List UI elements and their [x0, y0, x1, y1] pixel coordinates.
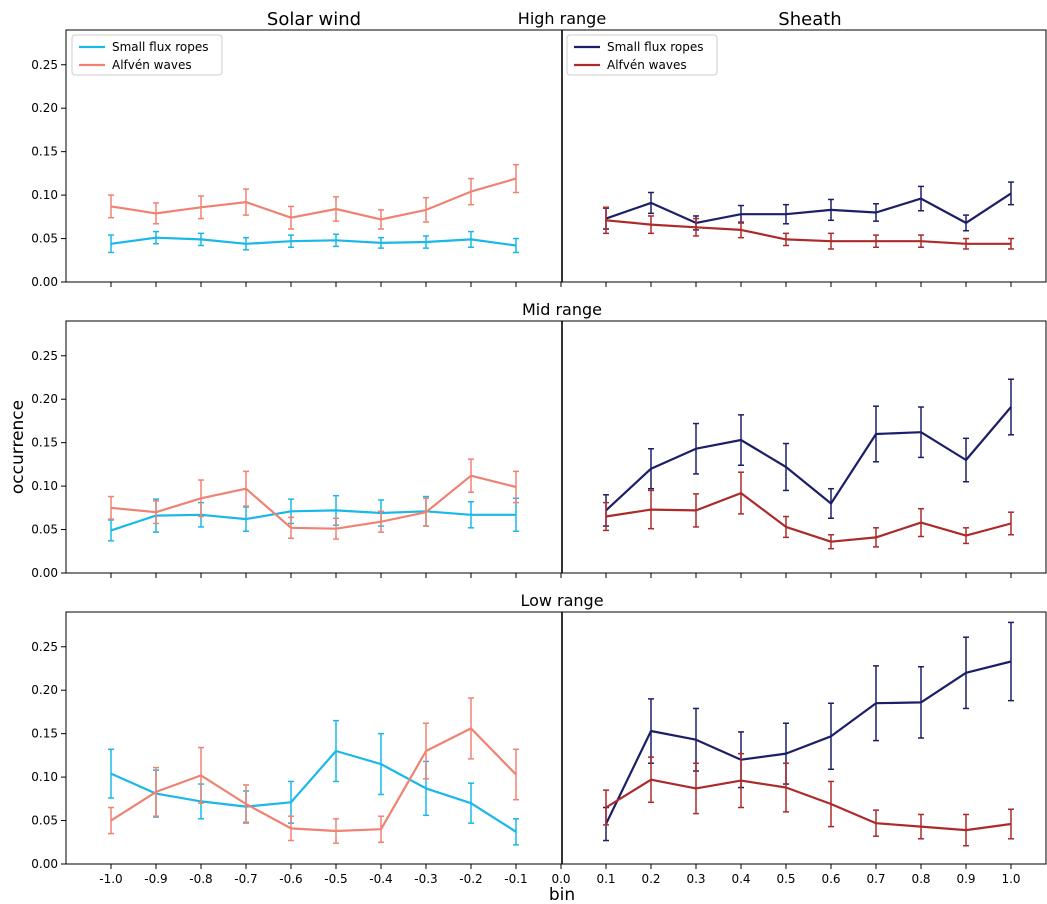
x-tick-label: -0.2	[459, 872, 482, 886]
panel-1: Mid range 0.00 0.05 0.10 0.15 0.20 0.25	[31, 300, 1047, 580]
panel-0: High range 0.00 0.05 0.10 0.15 0.20 0.25 Small …	[31, 9, 1047, 289]
y-axis-label: occurrence	[8, 400, 28, 494]
legend-solar-wind: Small flux ropes Alfvén waves	[71, 34, 223, 76]
y-tick-label: 0.25	[31, 58, 58, 72]
x-tick-label: 0.6	[821, 872, 840, 886]
panel-title: Low range	[520, 591, 603, 610]
panels: High range 0.00 0.05 0.10 0.15 0.20 0.25 Small …	[31, 9, 1047, 886]
legend-entry: Small flux ropes	[112, 40, 209, 54]
legend-box	[566, 34, 718, 76]
y-tick-label: 0.05	[31, 232, 58, 246]
x-tick-label: 1.0	[1001, 872, 1020, 886]
series-line	[110, 749, 517, 833]
x-tick-label: -0.4	[369, 872, 392, 886]
x-tick-label: 0.2	[641, 872, 660, 886]
x-axis-label: bin	[549, 885, 575, 904]
axes-frame	[65, 320, 1047, 574]
panel-2: Low range 0.00 0.05 0.10 0.15 0.20 0.25 -1.0 -0.…	[31, 591, 1047, 886]
sheath-series-1	[603, 471, 1014, 550]
sheath-series-1	[603, 206, 1014, 250]
y-tick-label: 0.00	[31, 275, 58, 289]
x-tick-label: 0.7	[866, 872, 885, 886]
series-line	[110, 509, 516, 532]
sheath-series-1	[603, 752, 1014, 847]
series-line	[605, 660, 1012, 825]
legend-entry: Alfvén waves	[112, 58, 192, 72]
x-tick-label: 0.8	[911, 872, 930, 886]
y-tick-label: 0.15	[31, 436, 58, 450]
x-tick-label: 0.5	[776, 872, 795, 886]
solar-wind-series-0	[108, 230, 519, 254]
series-line	[110, 727, 517, 833]
solar-wind-series-1	[108, 697, 519, 844]
solar-wind-series-1	[108, 163, 519, 230]
y-tick-label: 0.00	[31, 566, 58, 580]
legend-box	[71, 34, 223, 76]
y-tick-label: 0.20	[31, 101, 58, 115]
y-tick-label: 0.10	[31, 188, 58, 202]
series-line	[110, 474, 517, 530]
series-line	[605, 406, 1012, 512]
x-tick-label: -0.7	[234, 872, 257, 886]
y-tick-label: 0.20	[31, 392, 58, 406]
x-tick-label: 0.4	[731, 872, 750, 886]
y-tick-label: 0.00	[31, 857, 58, 871]
x-tick-label: -0.6	[279, 872, 302, 886]
series-line	[605, 778, 1012, 832]
x-tick-label: 0.0	[551, 872, 570, 886]
sheath-series-0	[603, 378, 1014, 527]
x-tick-label: 0.1	[596, 872, 615, 886]
x-tick-label: -0.9	[144, 872, 167, 886]
column-title-solar-wind: Solar wind	[267, 9, 361, 30]
y-tick-label: 0.15	[31, 145, 58, 159]
series-line	[110, 236, 517, 247]
legend-entry: Small flux ropes	[607, 40, 704, 54]
y-tick-label: 0.25	[31, 349, 58, 363]
legend-sheath: Small flux ropes Alfvén waves	[566, 34, 718, 76]
legend-entry: Alfvén waves	[607, 58, 687, 72]
panel-title: High range	[518, 9, 606, 28]
solar-wind-series-0	[108, 719, 519, 846]
series-line	[605, 192, 1012, 224]
y-tick-label: 0.20	[31, 683, 58, 697]
x-tick-label: -1.0	[99, 872, 122, 886]
series-line	[605, 492, 1012, 543]
solar-wind-series-1	[108, 458, 519, 540]
column-title-sheath: Sheath	[778, 9, 841, 30]
sheath-series-0	[603, 181, 1014, 232]
axes-frame	[65, 29, 1047, 283]
sheath-series-0	[603, 621, 1014, 842]
x-tick-label: 0.9	[956, 872, 975, 886]
y-tick-label: 0.10	[31, 479, 58, 493]
x-tick-label: 0.3	[686, 872, 705, 886]
y-tick-label: 0.05	[31, 523, 58, 537]
x-tick-label: -0.3	[414, 872, 437, 886]
y-tick-label: 0.25	[31, 640, 58, 654]
y-tick-label: 0.10	[31, 770, 58, 784]
series-line	[110, 177, 517, 221]
panel-title: Mid range	[522, 300, 602, 319]
x-tick-label: -0.5	[324, 872, 347, 886]
axes-frame	[65, 611, 1047, 865]
solar-wind-series-0	[108, 494, 519, 542]
y-tick-label: 0.15	[31, 727, 58, 741]
x-tick-label: -0.8	[189, 872, 212, 886]
x-tick-label: -0.1	[504, 872, 527, 886]
y-tick-label: 0.05	[31, 814, 58, 828]
series-line	[605, 219, 1011, 245]
